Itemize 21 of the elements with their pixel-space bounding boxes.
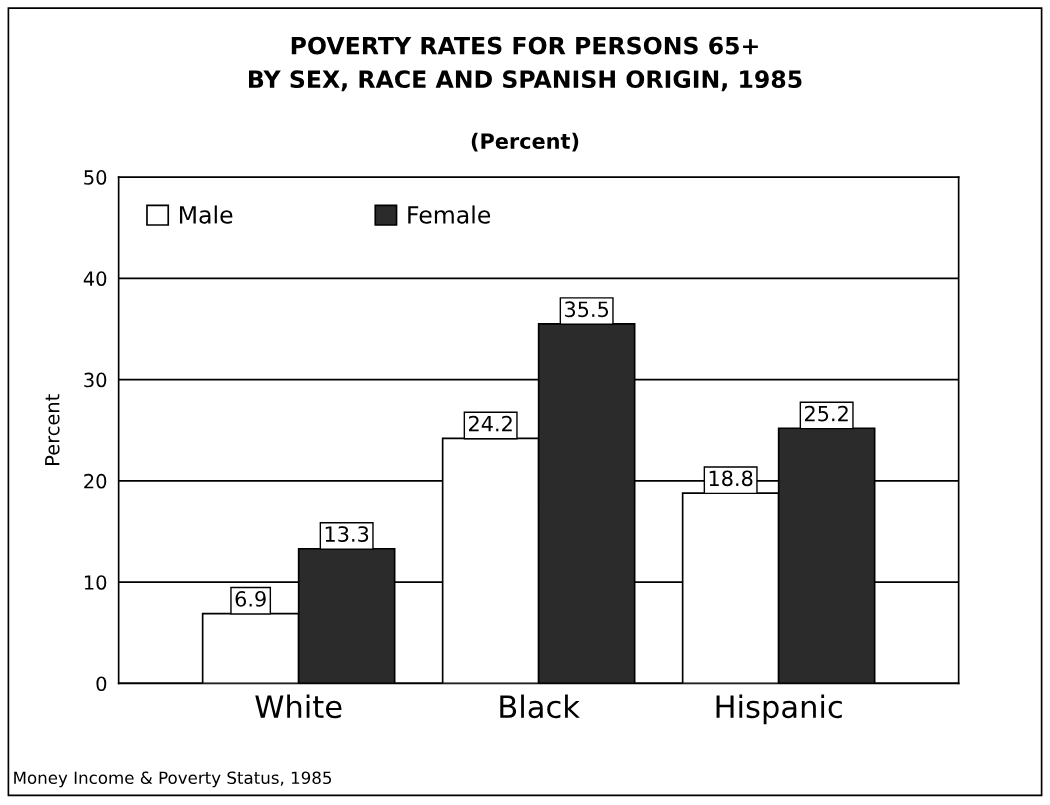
- y-tick-label: 20: [84, 473, 107, 489]
- y-tick-label: 0: [96, 676, 107, 692]
- y-tick-label: 50: [84, 170, 107, 185]
- legend-label: Male: [179, 205, 233, 224]
- data-label: 35.5: [565, 301, 609, 318]
- data-label: 25.2: [804, 405, 848, 422]
- y-tick-label: 40: [83, 271, 107, 287]
- data-label: 18.8: [709, 470, 753, 487]
- legend-label: Female: [408, 205, 491, 224]
- text: Money Income & Poverty Status, 1985: [14, 771, 332, 788]
- y-tick-label: 10: [84, 575, 107, 590]
- y-tick-label: 30: [84, 372, 107, 388]
- x-tick-label: White: [255, 694, 342, 719]
- x-tick-label: Black: [500, 694, 580, 719]
- x-tick-label: Hispanic: [716, 694, 842, 725]
- chart-subtitle: (Percent): [471, 132, 579, 152]
- chart-title: POVERTY RATES FOR PERSONS 65+ BY SEX, RACE AND SPANISH ORIGIN, 1985: [249, 36, 802, 92]
- data-label: 6.9: [235, 591, 266, 607]
- data-label: 13.3: [325, 526, 369, 542]
- data-label: 24.2: [468, 415, 512, 432]
- y-axis-title: Percent: [45, 394, 60, 465]
